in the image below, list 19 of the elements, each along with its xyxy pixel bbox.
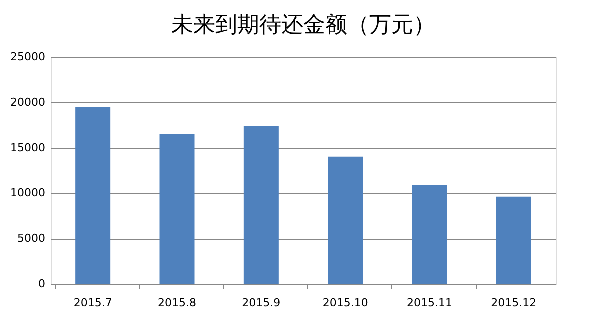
bar — [412, 185, 448, 284]
y-tick-label: 15000 — [10, 141, 46, 154]
x-tick-label: 2015.11 — [407, 296, 452, 310]
bar — [76, 106, 111, 284]
bar — [244, 126, 279, 284]
chart-title: 未来到期待还金额（万元） — [172, 13, 436, 38]
y-tick-label: 10000 — [10, 186, 46, 200]
bar — [160, 134, 195, 284]
x-tick-label: 2015.7 — [74, 296, 112, 310]
y-tick-label: 25000 — [10, 50, 46, 64]
x-tick-label: 2015.10 — [322, 296, 368, 310]
x-tick-label: 2015.9 — [242, 296, 281, 310]
y-tick-label: 20000 — [10, 96, 46, 109]
x-tick-label: 2015.8 — [158, 296, 196, 310]
bar — [328, 156, 364, 284]
bar — [496, 196, 532, 284]
y-tick-label: 5000 — [18, 232, 46, 246]
y-tick-label: 0 — [38, 278, 46, 290]
x-tick-label: 2015.12 — [491, 296, 537, 310]
